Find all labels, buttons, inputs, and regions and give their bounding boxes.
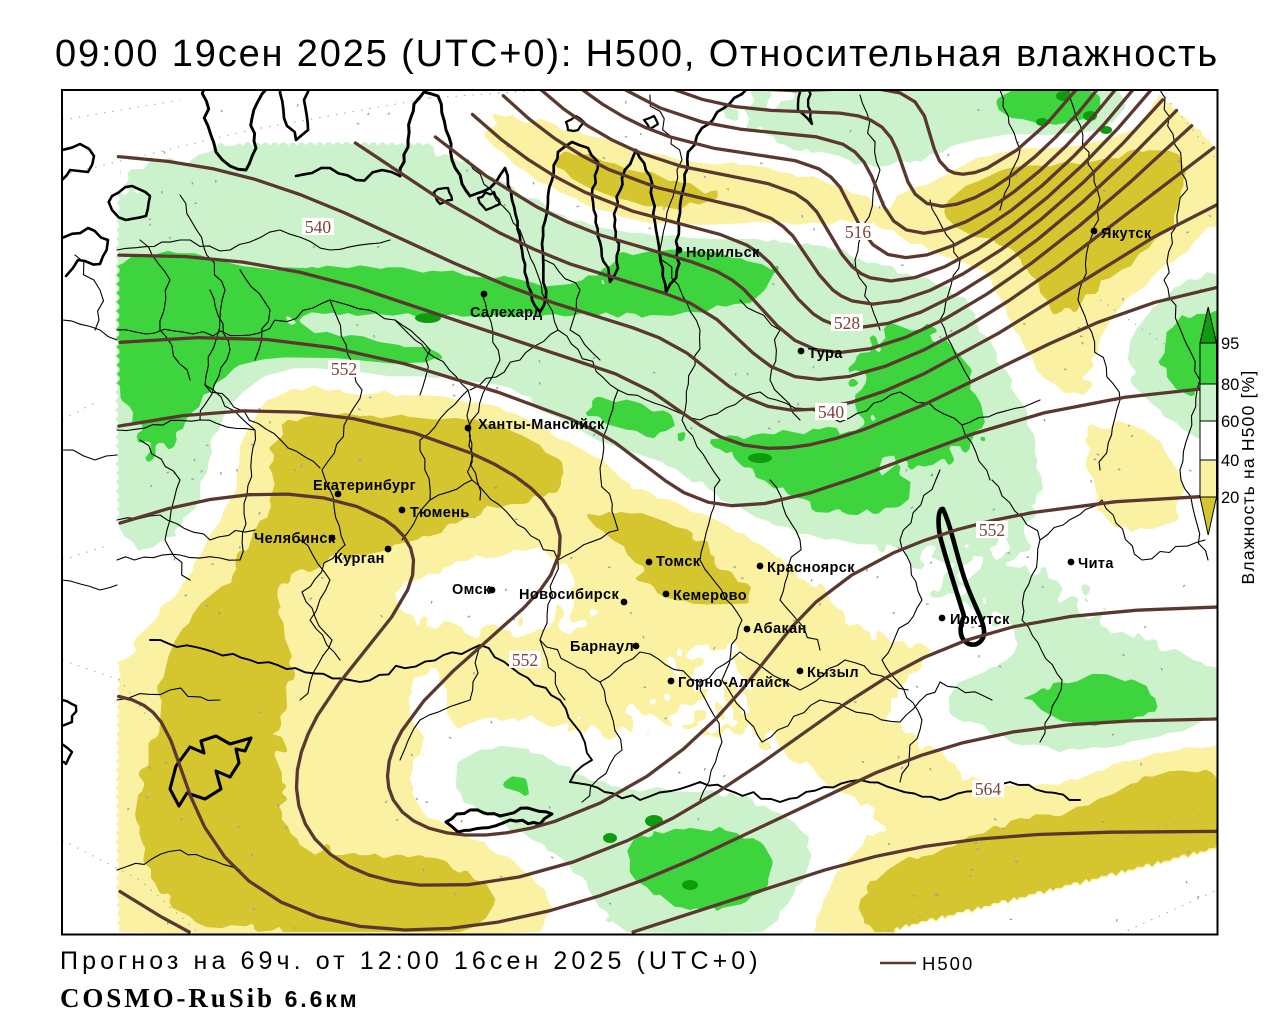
- svg-text:Новосибирск: Новосибирск: [519, 587, 619, 603]
- svg-text:Тюмень: Тюмень: [410, 505, 470, 521]
- svg-text:Прогноз на 69ч. от 12:00 16сен: Прогноз на 69ч. от 12:00 16сен 2025 (UTC…: [60, 947, 762, 975]
- svg-text:552: 552: [331, 359, 357, 379]
- svg-text:80: 80: [1221, 376, 1239, 394]
- svg-text:Чита: Чита: [1078, 556, 1114, 572]
- svg-text:H500: H500: [922, 953, 974, 974]
- svg-text:552: 552: [979, 520, 1005, 540]
- svg-text:Екатеринбург: Екатеринбург: [313, 478, 416, 494]
- svg-text:540: 540: [818, 402, 845, 422]
- svg-text:95: 95: [1221, 335, 1239, 353]
- svg-text:Курган: Курган: [334, 551, 385, 567]
- svg-text:540: 540: [305, 217, 332, 237]
- svg-text:Ханты-Мансийск: Ханты-Мансийск: [478, 417, 605, 433]
- svg-text:Омск: Омск: [452, 582, 491, 598]
- svg-text:Влажность на H500 [%]: Влажность на H500 [%]: [1238, 370, 1258, 585]
- svg-text:60: 60: [1221, 413, 1239, 431]
- svg-text:Якутск: Якутск: [1101, 226, 1152, 242]
- svg-text:Горно-Алтайск: Горно-Алтайск: [678, 675, 790, 691]
- svg-text:Салехард: Салехард: [470, 305, 543, 321]
- svg-text:564: 564: [975, 779, 1002, 799]
- svg-text:Абакан: Абакан: [753, 621, 807, 637]
- svg-text:Кызыл: Кызыл: [807, 665, 859, 681]
- svg-text:COSMO-RuSib 6.6км: COSMO-RuSib 6.6км: [60, 983, 360, 1013]
- svg-text:Томск: Томск: [656, 554, 701, 570]
- svg-text:Тура: Тура: [808, 346, 843, 362]
- svg-text:528: 528: [834, 313, 861, 333]
- svg-text:516: 516: [845, 222, 872, 242]
- svg-text:Красноярск: Красноярск: [767, 560, 855, 576]
- svg-text:Кемерово: Кемерово: [673, 588, 747, 604]
- svg-text:552: 552: [512, 650, 538, 670]
- svg-text:Норильск: Норильск: [686, 245, 760, 261]
- svg-text:20: 20: [1221, 489, 1239, 507]
- svg-text:Барнаул: Барнаул: [570, 639, 634, 655]
- svg-text:Челябинск: Челябинск: [254, 531, 336, 547]
- svg-text:Иркутск: Иркутск: [950, 612, 1010, 628]
- svg-text:40: 40: [1221, 452, 1239, 470]
- svg-text:09:00 19сен 2025 (UTC+0): H500: 09:00 19сен 2025 (UTC+0): H500, Относите…: [55, 33, 1219, 75]
